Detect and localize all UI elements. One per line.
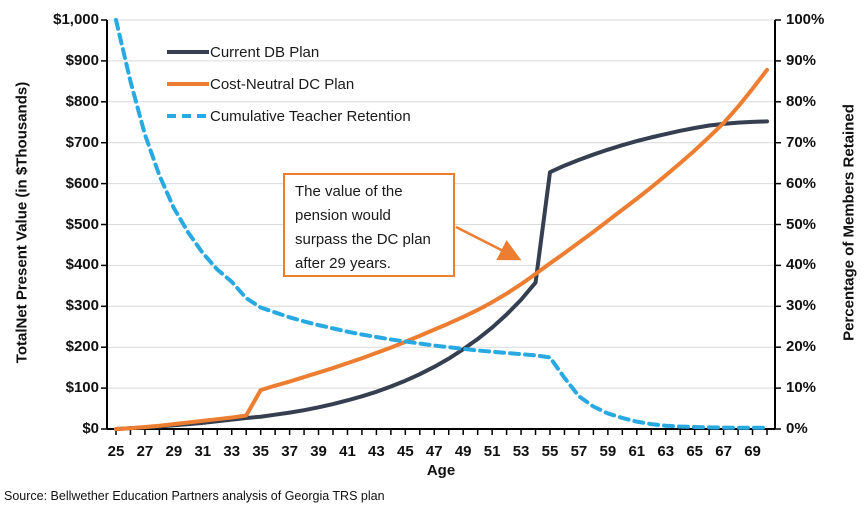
legend-item-cost-neutral-dc-plan: Cost-Neutral DC Plan <box>167 68 411 100</box>
annotation-callout: The value of the pension would surpass t… <box>283 173 455 277</box>
x-axis-tick-label: 67 <box>715 443 732 460</box>
x-axis-tick-label: 29 <box>165 443 183 460</box>
x-axis-tick-label: 57 <box>570 443 588 460</box>
left-axis-tick-label: $400 <box>65 256 99 274</box>
legend-label: Cumulative Teacher Retention <box>210 107 411 125</box>
x-axis-tick-label: 69 <box>744 443 761 460</box>
x-axis-tick-label: 49 <box>454 443 472 460</box>
right-axis-tick-label: 0% <box>786 420 808 437</box>
left-axis-tick-label: $100 <box>65 379 99 397</box>
x-axis-tick-label: 65 <box>686 443 703 460</box>
x-axis-tick-label: 33 <box>223 443 241 460</box>
annotation-arrow-line <box>455 225 522 261</box>
left-axis-title: TotalNet Present Value (in $Thousands) <box>13 81 31 364</box>
right-axis-tick-label: 60% <box>786 174 817 192</box>
right-axis-tick-label: 20% <box>786 338 817 356</box>
x-axis-tick-label: 53 <box>512 443 530 460</box>
x-axis-tick-label: 37 <box>281 443 298 460</box>
series-cumulative-teacher-retention <box>114 18 769 430</box>
x-axis-tick-label: 39 <box>310 443 327 460</box>
x-axis-tick-label: 47 <box>425 443 443 460</box>
series-lines <box>114 18 769 431</box>
right-axis-tick-label: 90% <box>786 51 817 69</box>
left-axis-tick-label: $1,000 <box>53 11 99 28</box>
x-axis-tick-label: 61 <box>628 443 646 460</box>
x-axis-tick-label: 43 <box>368 443 385 460</box>
axes <box>101 19 781 435</box>
annotation-text: The value of the pension would surpass t… <box>295 183 431 272</box>
x-axis-tick-label: 55 <box>541 443 559 460</box>
annotation-arrow <box>455 225 522 261</box>
right-axis-tick-label: 100% <box>786 11 825 28</box>
x-axis-tick-label: 41 <box>339 443 356 460</box>
right-axis-title: Percentage of Members Retained <box>840 104 858 341</box>
x-axis-tick-label: 27 <box>136 443 154 460</box>
x-axis-tick-label: 35 <box>252 443 269 460</box>
x-axis-tick-label: 25 <box>107 443 125 460</box>
series-current-db-plan <box>114 119 769 431</box>
right-axis-tick-label: 10% <box>786 379 817 397</box>
left-axis-tick-label: $600 <box>65 174 99 192</box>
left-axis-tick-label: $900 <box>65 51 99 69</box>
legend-item-cumulative-teacher-retention: Cumulative Teacher Retention <box>167 100 411 132</box>
x-axis-tick-label: 59 <box>599 443 617 460</box>
legend-label: Current DB Plan <box>210 43 320 61</box>
right-axis-tick-label: 80% <box>786 92 817 110</box>
right-axis-tick-label: 30% <box>786 297 817 315</box>
left-axis-tick-label: $800 <box>65 92 99 110</box>
left-axis-tick-label: $500 <box>65 215 99 233</box>
x-axis-tick-label: 51 <box>483 443 501 460</box>
legend-label: Cost-Neutral DC Plan <box>210 75 355 93</box>
x-axis-tick-label: 31 <box>194 443 212 460</box>
legend-swatch-retention-line <box>167 114 209 118</box>
right-axis-tick-label: 70% <box>786 133 817 151</box>
legend-item-current-db-plan: Current DB Plan <box>167 36 411 68</box>
legend: Current DB Plan Cost-Neutral DC Plan Cum… <box>167 36 411 132</box>
series-cost-neutral-dc-plan <box>114 67 769 431</box>
legend-swatch-dc-line <box>167 82 209 86</box>
left-axis-tick-label: $300 <box>65 297 99 315</box>
legend-swatch-db-line <box>167 50 209 54</box>
left-axis-tick-label: $0 <box>82 420 99 437</box>
right-axis-tick-label: 40% <box>786 256 817 274</box>
left-axis-tick-label: $700 <box>65 133 99 151</box>
x-axis-tick-label: 45 <box>396 443 414 460</box>
x-axis-title: Age <box>426 462 456 479</box>
source-note: Source: Bellwether Education Partners an… <box>4 489 385 503</box>
right-axis-tick-label: 50% <box>786 215 817 233</box>
x-axis-tick-label: 63 <box>657 443 675 460</box>
left-axis-tick-label: $200 <box>65 338 99 356</box>
